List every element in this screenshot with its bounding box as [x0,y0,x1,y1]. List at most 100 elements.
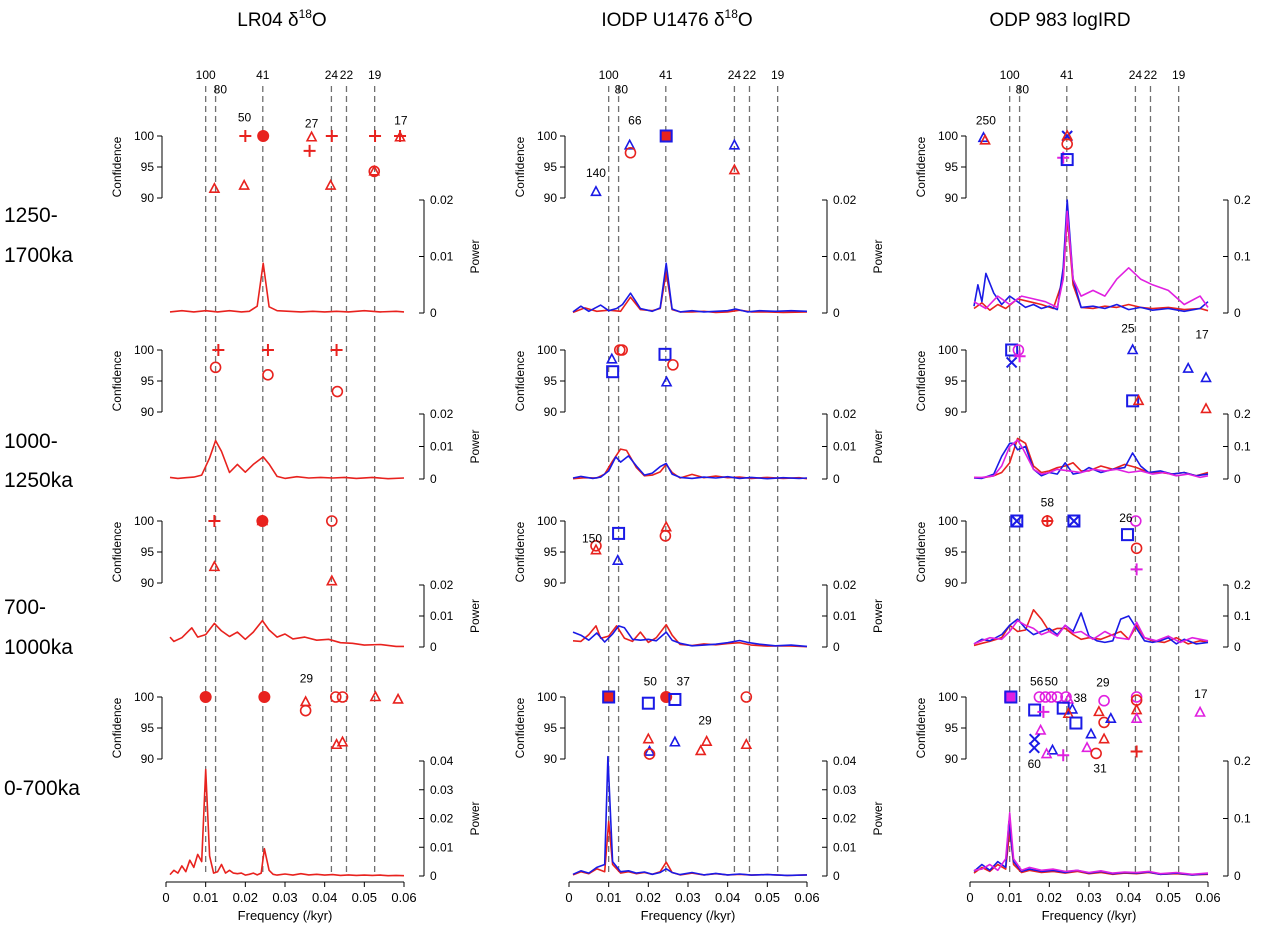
period-annotation: 17 [394,114,408,128]
power-tick-label: 0.02 [430,407,454,421]
triangle-marker [611,553,624,565]
x-tick-label: 0.05 [755,890,780,905]
power-tick-label: 0 [1234,306,1241,320]
triangle-marker [1132,394,1145,406]
square-marker [612,526,626,540]
square-marker [658,347,672,361]
x-tick-label: 0.03 [1076,890,1101,905]
triangle-marker [669,735,681,747]
triangle-marker [299,695,312,707]
triangle-marker [368,164,381,176]
spectrum-magenta-line [973,619,1209,645]
period-annotation: 26 [1119,511,1133,525]
period-annotation: 17 [1194,687,1208,701]
triangle-marker [1200,371,1212,383]
period-annotation: 50 [238,110,252,124]
confidence-axis-label: Confidence [914,697,928,758]
x-tick-label: 0.02 [1037,890,1062,905]
power-tick-label: 0.2 [1234,754,1251,768]
row-label: 0-700ka [4,777,80,800]
confidence-tick-label: 90 [544,405,558,419]
plus-marker [1057,749,1070,762]
square-marker [1010,514,1024,528]
plus-marker [1041,515,1054,527]
circle-marker [1130,515,1142,527]
confidence-tick-label: 100 [134,343,154,357]
circle-marker [329,691,342,703]
spectrum-red-line [169,768,405,877]
x-tick-label: 0.02 [636,890,661,905]
spectrum-red-line [572,448,808,480]
spectrum-red-line [973,216,1209,312]
square-marker [641,696,655,710]
x-tick-label: 0 [966,890,973,905]
triangle-marker [369,690,382,702]
confidence-tick-label: 100 [938,343,958,357]
triangle-marker [979,133,991,145]
period-annotation: 150 [582,531,602,545]
power-tick-label: 0.02 [833,812,857,826]
period-annotation: 25 [1121,321,1135,335]
triangle-marker [1040,747,1053,759]
triangle-marker [1046,743,1059,755]
period-label: 24 [1129,68,1143,82]
period-label: 22 [1144,68,1158,82]
power-tick-label: 0.01 [430,609,454,623]
period-annotation: 140 [586,166,606,180]
triangle-marker [336,735,349,747]
triangle-marker [1066,702,1079,714]
confidence-tick-label: 95 [945,160,959,174]
spectrum-magenta-line [973,811,1209,876]
power-tick-label: 0.04 [430,754,454,768]
confidence-tick-label: 90 [544,191,558,205]
x-tick-label: 0.01 [193,890,218,905]
confidence-tick-label: 100 [938,514,958,528]
confidence-tick-label: 100 [537,129,557,143]
power-tick-label: 0 [833,640,840,654]
power-tick-label: 0.02 [430,578,454,592]
square-marker [668,692,682,706]
x-tick-label: 0.03 [272,890,297,905]
filled-circle-marker [199,691,212,703]
triangle-marker [1130,711,1143,724]
triangle-marker [1194,705,1206,717]
power-tick-label: 0.01 [430,250,454,264]
confidence-tick-label: 95 [544,374,558,388]
plus-marker [303,144,316,157]
triangle-marker [394,130,406,142]
triangle-marker [694,744,707,756]
power-tick-label: 0 [1234,640,1241,654]
power-tick-label: 0 [833,472,840,486]
power-axis-label: Power [871,599,885,633]
triangle-marker [1098,732,1110,744]
plus-marker [369,130,382,142]
power-axis-label: Power [468,801,482,835]
filled-square-marker [603,691,615,703]
filled-square-marker [660,130,672,142]
circle-marker [1039,691,1052,703]
confidence-axis-label: Confidence [110,350,124,411]
triangle-marker [590,543,602,555]
power-tick-label: 0.1 [1234,812,1251,826]
spectrum-blue-line [572,755,808,877]
filled-circle-marker [258,691,271,703]
triangle-marker [1126,343,1139,355]
period-annotation: 56 [1030,675,1044,689]
x-tick-label: 0.04 [1116,890,1141,905]
power-tick-label: 0 [430,306,437,320]
confidence-tick-label: 100 [537,343,557,357]
square-marker [659,129,673,143]
plus-marker [1037,705,1050,718]
x-tick-label: 0.04 [715,890,740,905]
power-axis-label: Power [468,429,482,463]
power-axis-label: Power [871,801,885,835]
circle-marker [331,385,344,398]
x-tick-label: 0.01 [997,890,1022,905]
plus-marker [212,344,225,356]
power-tick-label: 0.01 [833,440,857,454]
confidence-tick-label: 100 [537,514,557,528]
square-marker [1069,716,1083,730]
power-tick-label: 0.2 [1234,407,1251,421]
cross-marker [1028,733,1041,745]
